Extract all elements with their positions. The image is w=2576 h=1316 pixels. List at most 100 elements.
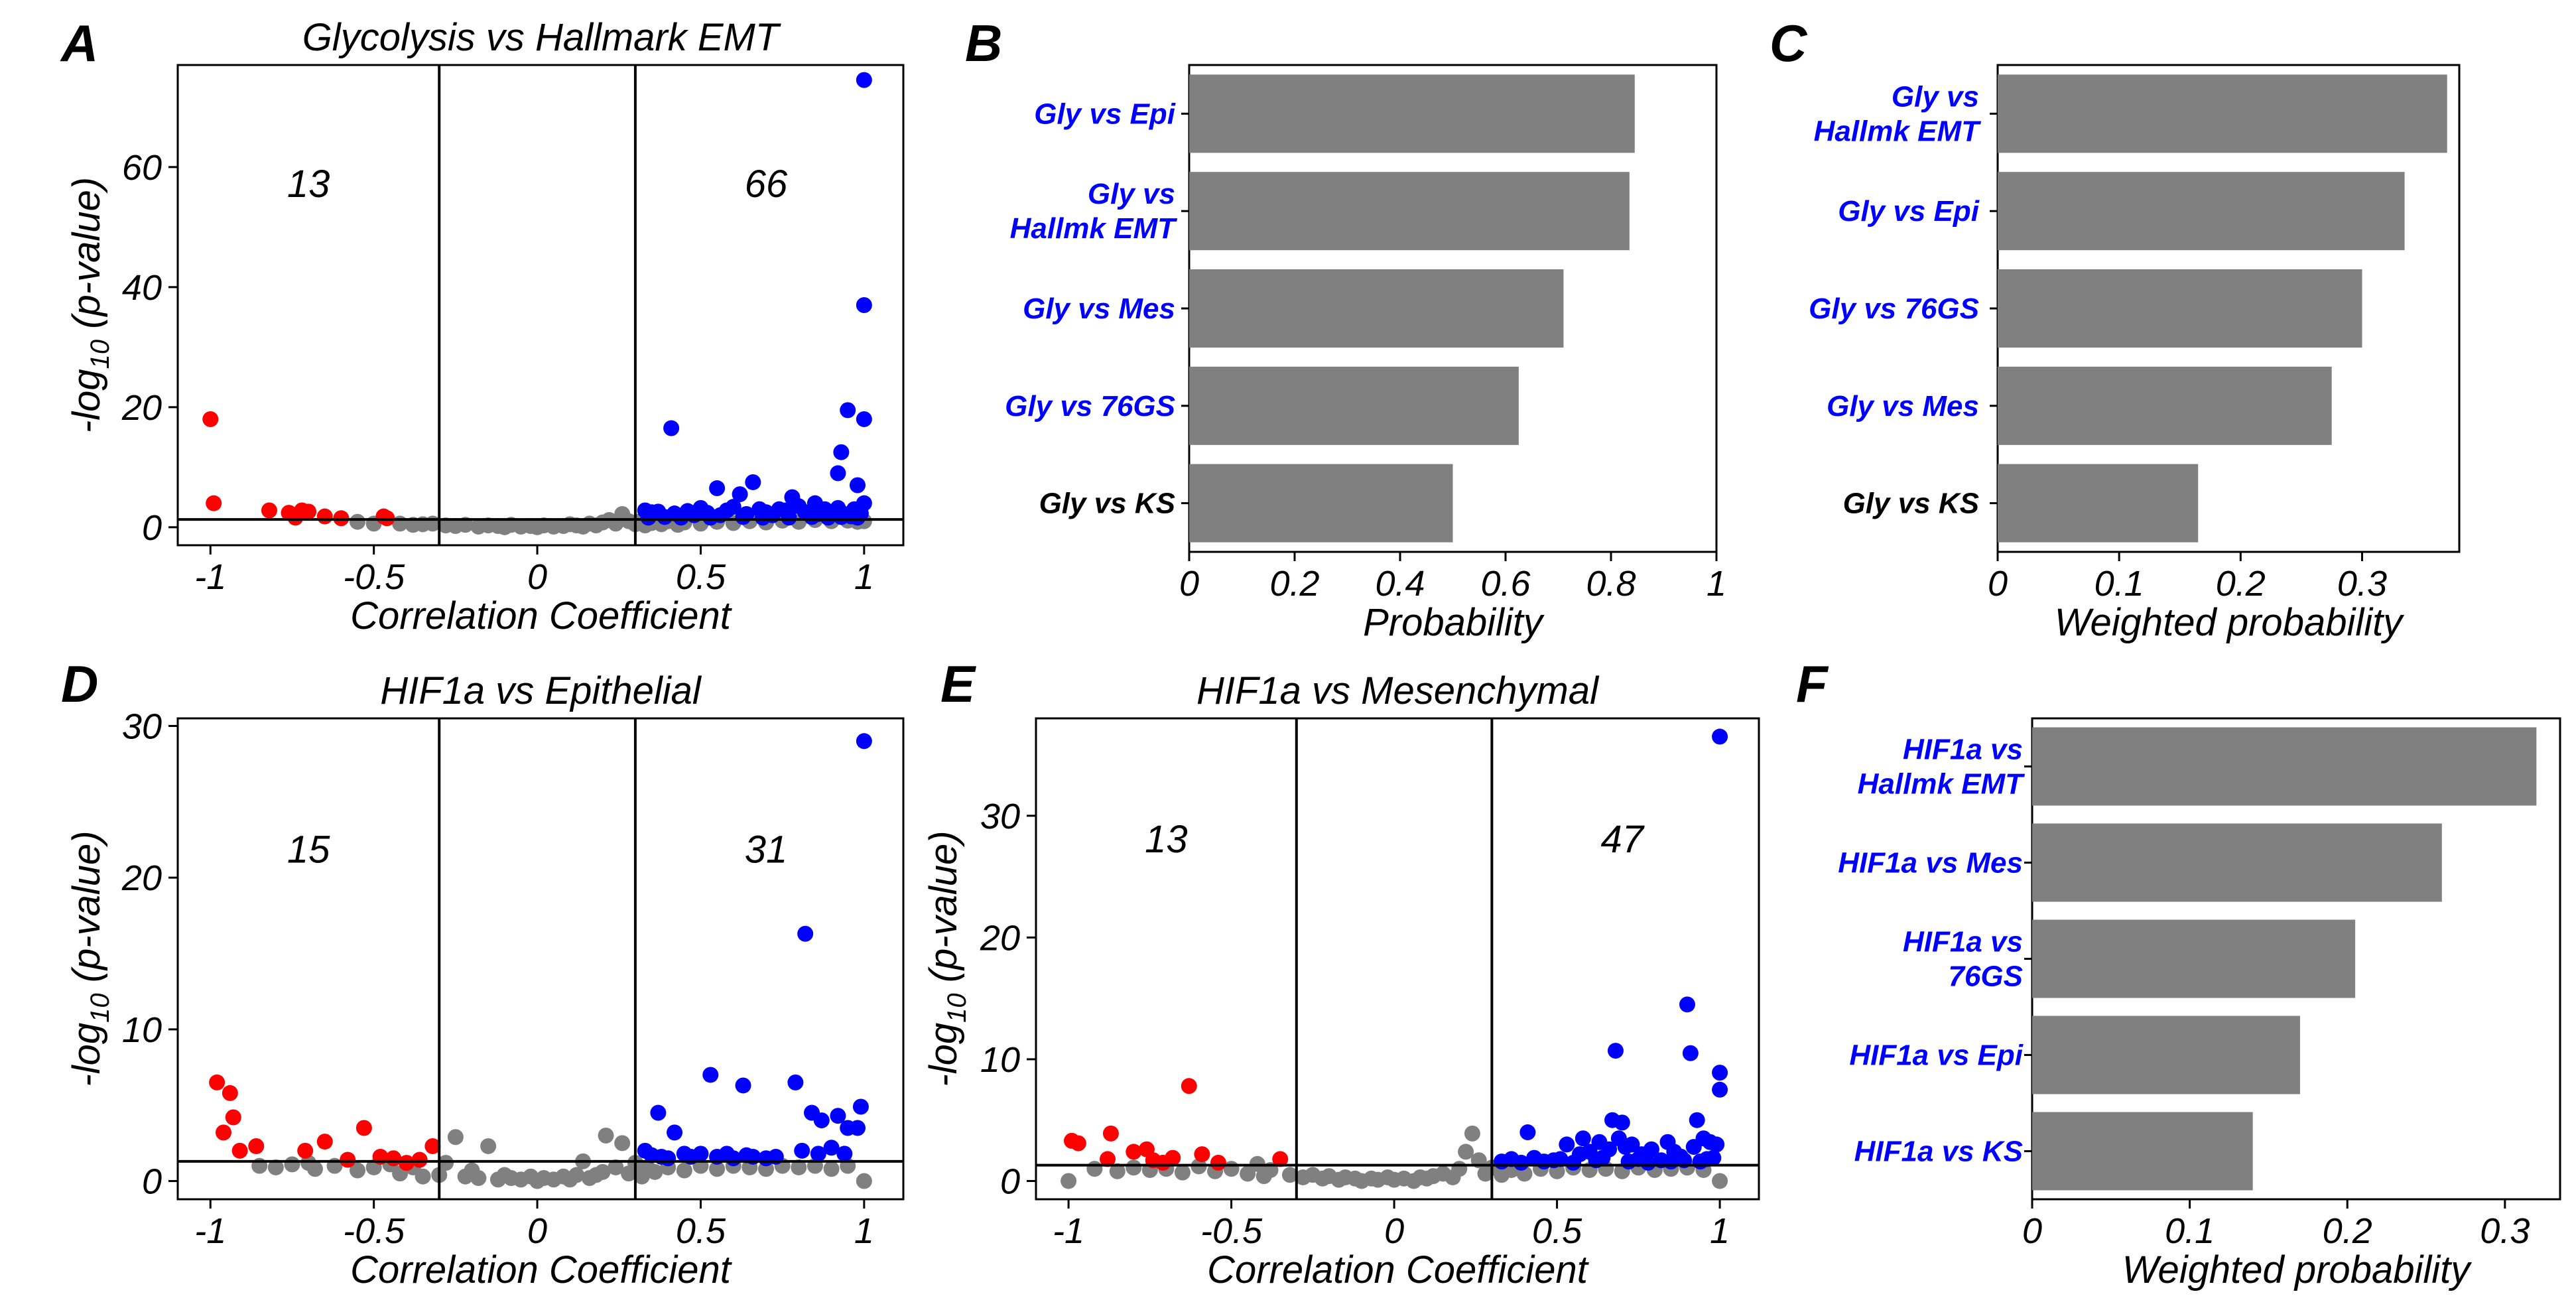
blue-point xyxy=(1679,996,1695,1013)
bar xyxy=(2032,1112,2253,1191)
y-tick-label: 30 xyxy=(122,706,162,746)
blue-point xyxy=(1712,728,1728,745)
bar xyxy=(1998,366,2332,445)
red-point xyxy=(316,1134,333,1150)
x-axis-label: Weighted probability xyxy=(2122,1248,2472,1291)
blue-point xyxy=(830,465,846,482)
y-tick-label: 30 xyxy=(980,797,1020,836)
y-axis-label: -log10 (p-value) xyxy=(65,177,115,433)
y-tick-label: 10 xyxy=(122,1010,162,1050)
blue-point xyxy=(735,1077,751,1094)
blue-point xyxy=(850,509,866,526)
red-point xyxy=(424,1138,441,1154)
red-point xyxy=(206,495,222,511)
category-label: Hallmk EMT xyxy=(1010,212,1178,245)
gray-point xyxy=(676,1162,692,1179)
blue-point xyxy=(1712,1065,1728,1081)
blue-point xyxy=(1559,1136,1575,1153)
x-tick-label: 0.3 xyxy=(2337,564,2387,604)
category-label: Gly vs Mes xyxy=(1023,293,1175,325)
blue-point xyxy=(856,297,872,313)
x-tick-label: 0.8 xyxy=(1586,564,1636,604)
blue-point xyxy=(640,509,657,526)
panel-d-letter: D xyxy=(61,655,98,713)
gray-point xyxy=(1281,1167,1298,1183)
blue-point xyxy=(833,444,850,460)
x-tick-label: -0.5 xyxy=(343,557,405,597)
category-label: HIF1a vs Epi xyxy=(1849,1039,2023,1072)
red-point xyxy=(209,1074,225,1090)
x-axis-label: Correlation Coefficient xyxy=(1207,1248,1590,1291)
red-point xyxy=(385,1150,402,1167)
red-point xyxy=(1194,1146,1210,1163)
gray-point xyxy=(457,517,474,533)
blue-point xyxy=(852,1098,869,1115)
x-axis-label: Correlation Coefficient xyxy=(350,1248,733,1291)
blue-point xyxy=(643,1147,660,1163)
blue-point xyxy=(1624,1136,1640,1153)
gray-point xyxy=(791,1159,807,1175)
gray-point xyxy=(350,1162,366,1179)
x-tick-label: 0.5 xyxy=(1532,1211,1582,1251)
y-tick-label: 20 xyxy=(121,388,162,428)
count-label: 66 xyxy=(745,163,788,206)
x-axis-label: Probability xyxy=(1363,601,1545,644)
x-tick-label: 1 xyxy=(1710,1211,1730,1251)
gray-point xyxy=(306,1161,323,1177)
blue-point xyxy=(836,1146,853,1162)
x-tick-label: 0.1 xyxy=(2165,1211,2215,1251)
gray-point xyxy=(608,1159,624,1175)
category-label: HIF1a vs xyxy=(1903,926,2023,958)
blue-point xyxy=(1682,1045,1699,1061)
gray-point xyxy=(350,513,366,530)
category-label: Gly vs 76GS xyxy=(1005,390,1175,423)
category-label: Gly vs 76GS xyxy=(1809,293,1979,325)
red-point xyxy=(1181,1078,1197,1094)
gray-point xyxy=(598,1127,614,1144)
x-tick-label: 0 xyxy=(527,1211,547,1251)
red-point xyxy=(231,1142,248,1159)
count-label: 13 xyxy=(1145,818,1188,861)
blue-point xyxy=(856,72,872,88)
plot-frame xyxy=(176,64,905,547)
blue-point xyxy=(1575,1130,1591,1147)
blue-point xyxy=(709,480,726,497)
gray-point xyxy=(438,1155,454,1171)
blue-point xyxy=(755,509,771,526)
y-axis-label: -log10 (p-value) xyxy=(65,830,115,1086)
bar xyxy=(1189,74,1635,153)
x-tick-label: 0.6 xyxy=(1480,564,1531,604)
category-label: Gly vs xyxy=(1892,80,1979,113)
x-tick-label: 0.5 xyxy=(676,557,726,597)
blue-point xyxy=(673,509,689,526)
gray-point xyxy=(647,1163,663,1180)
x-tick-label: -0.5 xyxy=(1200,1211,1263,1251)
panel-f-letter: F xyxy=(1796,655,1829,713)
panel-d-title: HIF1a vs Epithelial xyxy=(380,669,702,712)
x-axis-label: Correlation Coefficient xyxy=(350,594,733,637)
gray-point xyxy=(284,1156,300,1173)
blue-point xyxy=(650,1104,667,1121)
blue-point xyxy=(1571,1146,1588,1163)
category-label: 76GS xyxy=(1948,960,2023,993)
blue-point xyxy=(840,402,856,419)
bar xyxy=(1998,172,2405,251)
bar xyxy=(1998,74,2447,153)
bar xyxy=(2032,727,2537,806)
blue-point xyxy=(797,925,814,942)
gray-point xyxy=(709,1161,726,1177)
red-point xyxy=(355,1120,372,1136)
blue-point xyxy=(820,509,836,526)
blue-point xyxy=(732,486,748,503)
red-point xyxy=(1100,1151,1116,1167)
blue-point xyxy=(1705,1150,1722,1166)
count-label: 47 xyxy=(1601,818,1645,861)
plot-frame xyxy=(176,717,905,1201)
panel-c-letter: C xyxy=(1770,14,1808,72)
count-label: 15 xyxy=(287,828,330,871)
x-tick-label: -1 xyxy=(194,557,226,597)
blue-point xyxy=(1607,1043,1624,1059)
blue-point xyxy=(856,411,872,427)
bar xyxy=(1189,366,1519,445)
gray-point xyxy=(1240,1165,1256,1182)
